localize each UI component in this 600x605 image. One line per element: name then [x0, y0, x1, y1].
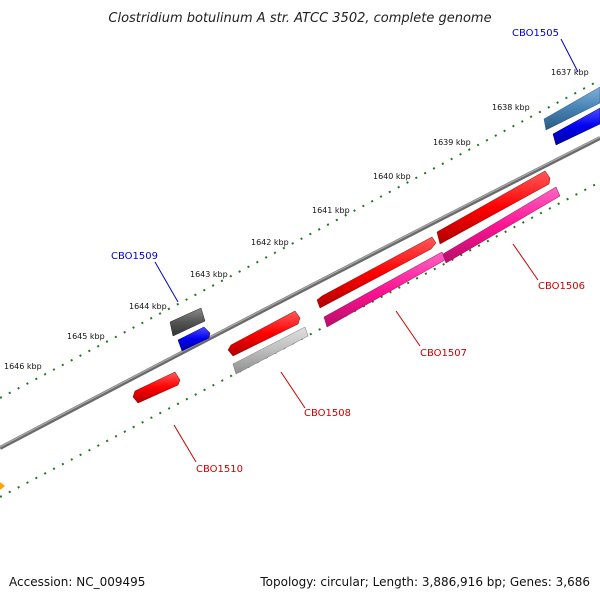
tick-label: 1637 kbp: [551, 68, 589, 77]
map-title: Clostridium botulinum A str. ATCC 3502, …: [108, 11, 491, 26]
leader-cbo1506: [512, 243, 539, 281]
backbone-highlight: [0, 136, 600, 448]
inner-tick-ring: [0, 181, 600, 498]
gene-cbo1507-red[interactable]: [316, 236, 437, 309]
leader-cbo1507: [395, 310, 421, 347]
gene-cbo1507-rna[interactable]: [323, 251, 446, 328]
gene-cbo1510-red[interactable]: [132, 371, 181, 404]
tick-label: 1646 kbp: [4, 362, 42, 371]
genome-backbone: [0, 136, 600, 450]
gene-label-cbo1505[interactable]: CBO1505: [512, 28, 559, 39]
tick-label: 1645 kbp: [67, 332, 105, 341]
gene-cbo1509-dark[interactable]: [169, 307, 206, 337]
gene-cbo1505-arrow[interactable]: [552, 107, 600, 146]
gene-cbo1508-red[interactable]: [227, 310, 301, 357]
gene-cbo1508-pseudo[interactable]: [232, 326, 309, 375]
accession-text: Accession: NC_009495: [9, 575, 145, 589]
tick-label: 1642 kbp: [251, 238, 289, 247]
tick-label: 1639 kbp: [433, 138, 471, 147]
tick-label: 1638 kbp: [492, 103, 530, 112]
tick-labels: 1637 kbp 1638 kbp 1639 kbp 1640 kbp 1641…: [4, 68, 589, 371]
gene-cbo1506-red[interactable]: [436, 170, 551, 245]
gene-cbo1505-feature[interactable]: [543, 86, 600, 131]
leader-cbo1510: [173, 424, 197, 463]
tick-label: 1640 kbp: [373, 172, 411, 181]
edge-feature: [0, 482, 5, 490]
tick-label: 1644 kbp: [129, 302, 167, 311]
topology-text: Topology: circular; Length: 3,886,916 bp…: [259, 575, 590, 589]
gene-cbo1509-arrow[interactable]: [177, 326, 211, 352]
gene-label-cbo1509[interactable]: CBO1509: [111, 251, 158, 262]
outer-tick-ring: [0, 79, 600, 399]
gene-label-cbo1506[interactable]: CBO1506: [538, 281, 585, 292]
tick-label: 1643 kbp: [190, 270, 228, 279]
gene-labels: CBO1505 CBO1506 CBO1507 CBO1508 CBO1509 …: [111, 28, 585, 475]
gene-label-cbo1507[interactable]: CBO1507: [420, 348, 467, 359]
tick-label: 1641 kbp: [312, 206, 350, 215]
leader-cbo1505: [560, 38, 579, 73]
gene-label-cbo1508[interactable]: CBO1508: [304, 408, 351, 419]
gene-label-cbo1510[interactable]: CBO1510: [196, 464, 243, 475]
label-leaders: [154, 38, 579, 463]
leader-cbo1509: [154, 261, 179, 303]
leader-cbo1508: [280, 371, 306, 409]
